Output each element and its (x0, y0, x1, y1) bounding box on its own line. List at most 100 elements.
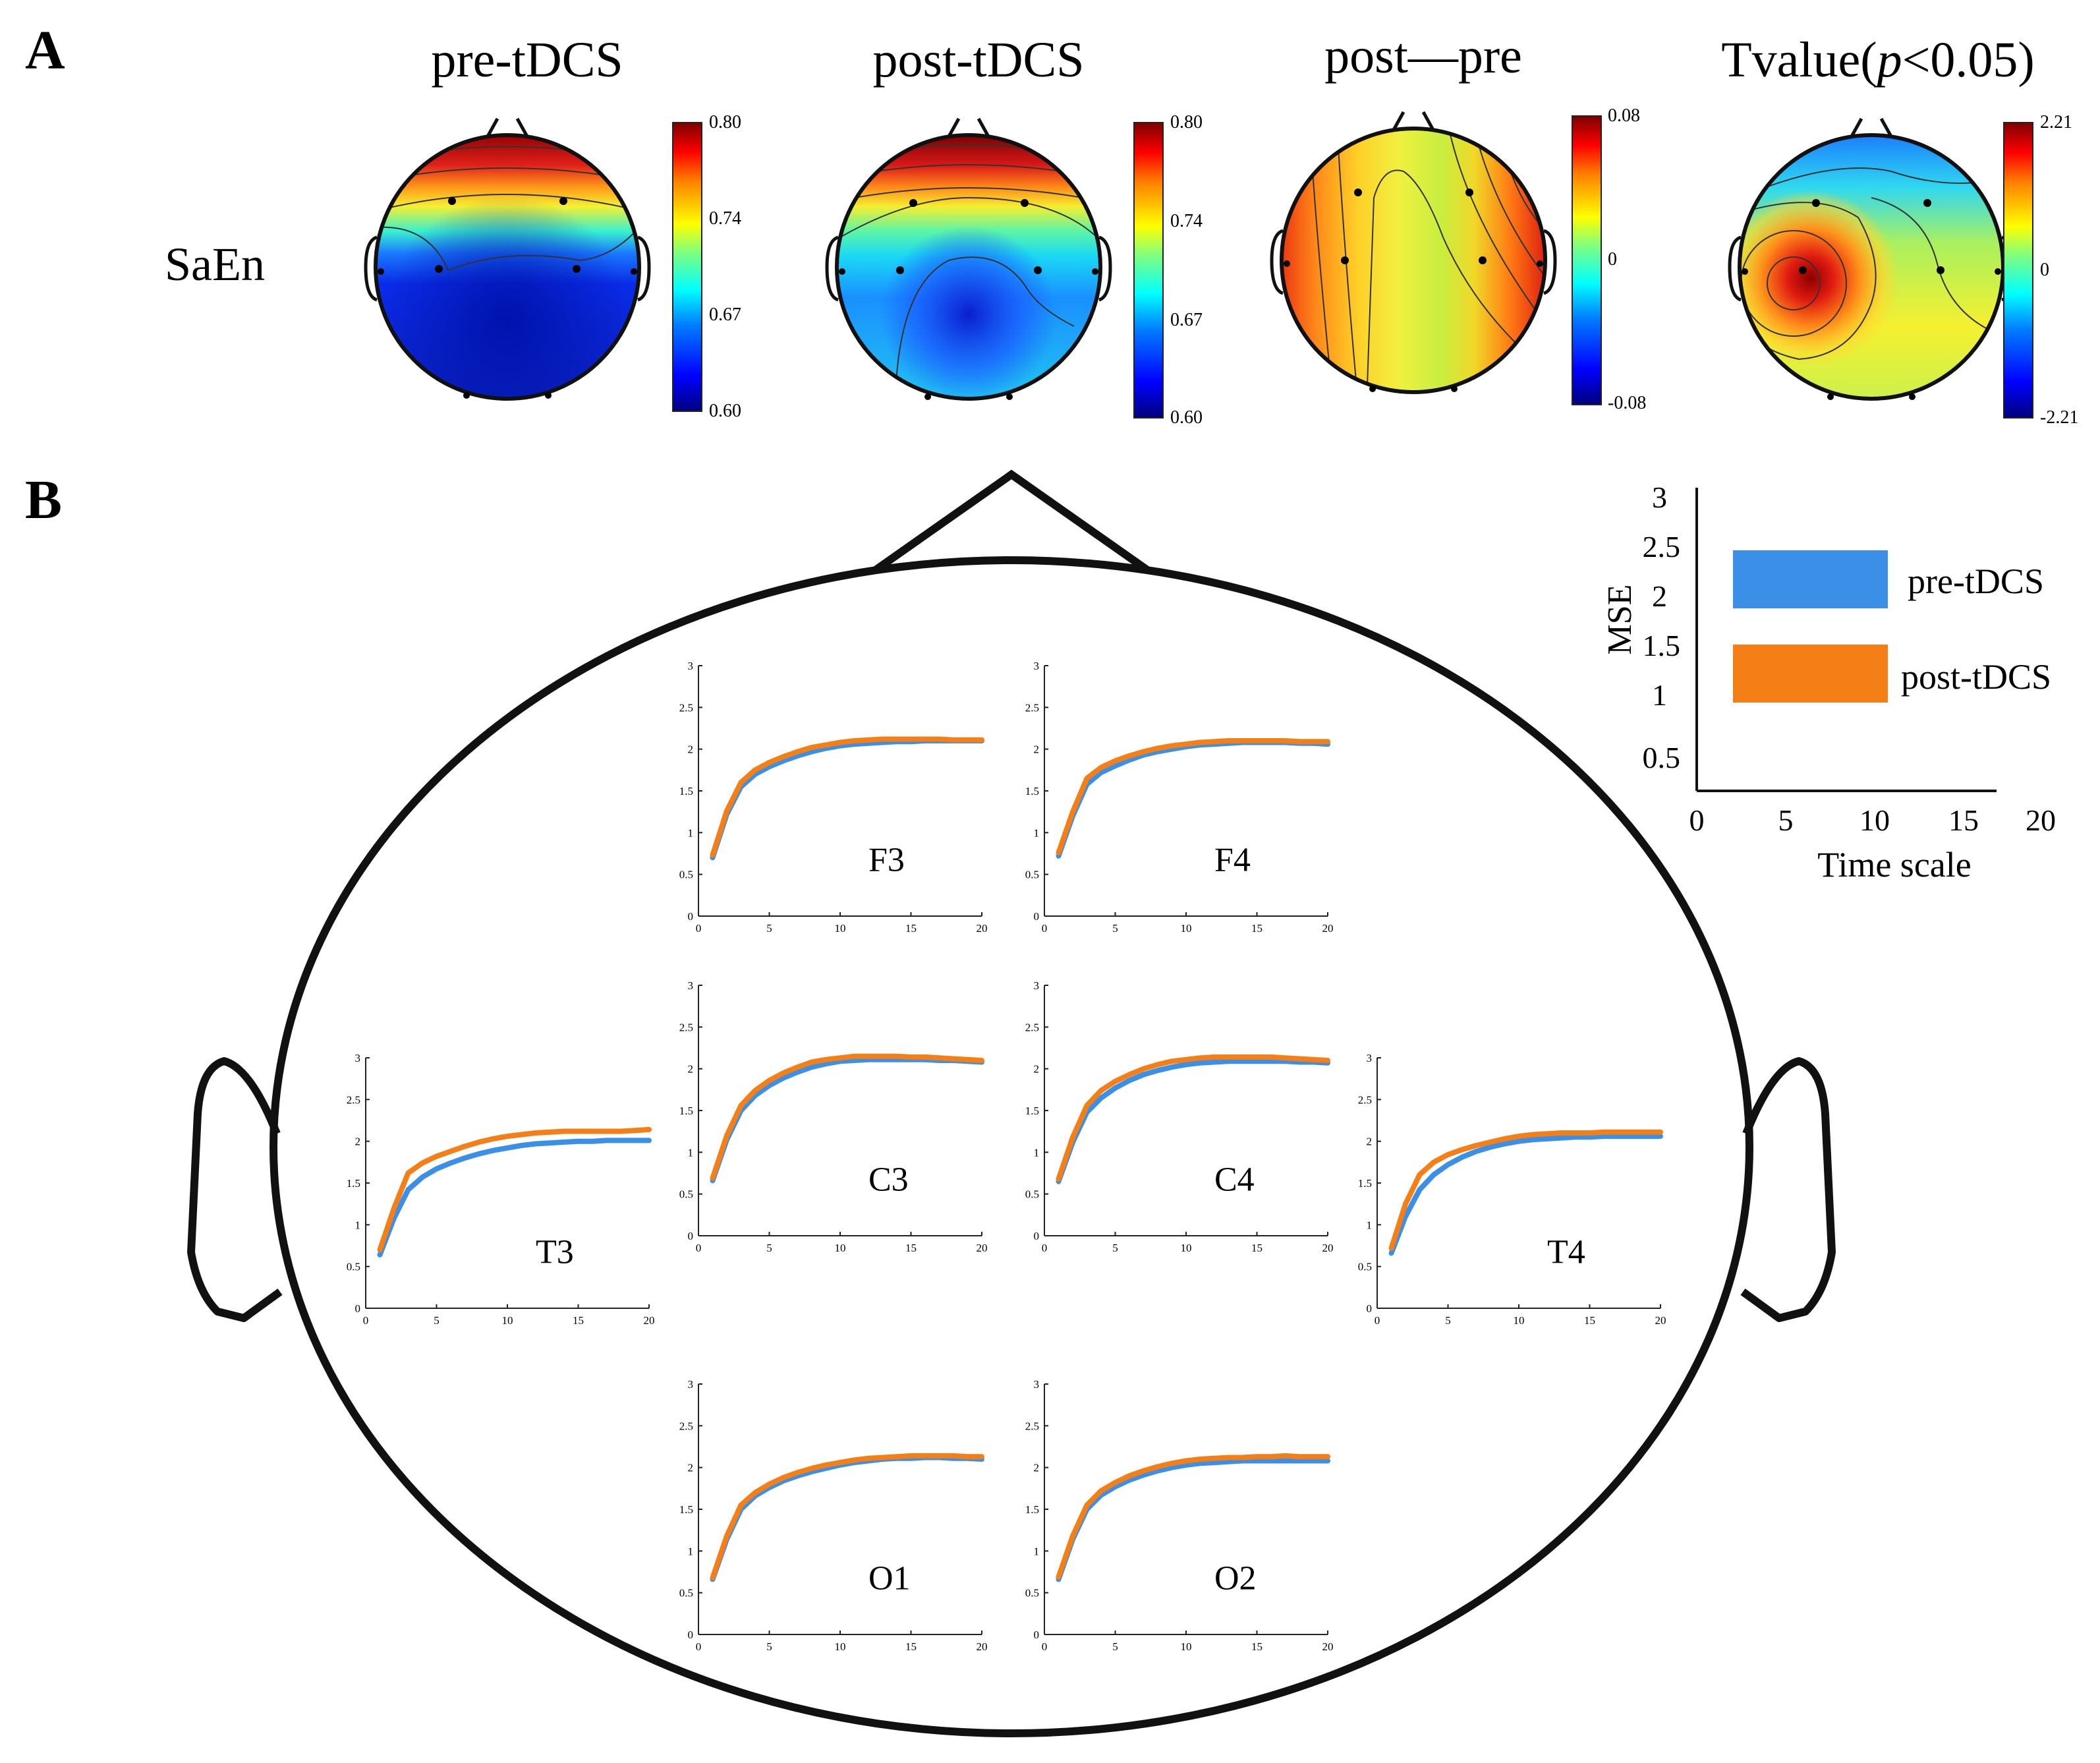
colorbar-post-tick: 0.67 (1170, 310, 1203, 330)
y-tick-label: 2 (688, 1462, 694, 1474)
y-tick-label: 0 (688, 1629, 694, 1641)
y-tick-label: 0 (1034, 1629, 1040, 1641)
colorbar-pre-tick: 0.67 (709, 304, 741, 325)
colorbar-pre-tick: 0.74 (709, 208, 741, 229)
colorbar-post-tick: 0.74 (1170, 211, 1203, 231)
series-line-post-tdcs (710, 1453, 984, 1580)
map-title-tvalue-main: Tvalue( (1721, 32, 1877, 88)
x-tick-label: 0 (1042, 1640, 1048, 1653)
y-tick-label: 3 (1367, 1052, 1373, 1064)
legend-ylabel: MSE (1601, 585, 1639, 655)
y-tick-label: 1 (688, 1146, 694, 1159)
colorbar-diff-tick: 0 (1608, 249, 1617, 270)
y-tick-label: 0 (688, 1230, 694, 1242)
mse-plot-o1: 0 0.5 1 1.5 2 2.5 3 0 5 10 15 20 O1 (679, 1378, 988, 1653)
electrode-label: O1 (868, 1560, 911, 1598)
x-tick-label: 20 (1322, 1242, 1334, 1254)
mse-plot-t4: 0 0.5 1 1.5 2 2.5 3 0 5 10 15 20 T4 (1358, 1052, 1666, 1327)
y-tick-label: 0 (1034, 1230, 1040, 1242)
legend-ytick: 1 (1652, 678, 1667, 712)
y-tick-label: 1 (1367, 1219, 1373, 1231)
y-tick-label: 0.5 (679, 869, 693, 881)
legend-ytick: 1.5 (1643, 629, 1681, 662)
y-tick-label: 1 (688, 1545, 694, 1557)
series-line-pre-tdcs (710, 1455, 984, 1582)
y-tick-label: 2.5 (1025, 1420, 1039, 1432)
legend-xtick: 5 (1778, 803, 1794, 837)
series-line-post-tdcs (710, 736, 984, 858)
electrode-label: T4 (1547, 1234, 1585, 1271)
topomap-pre (364, 117, 651, 401)
series-line-post-tdcs (1056, 1453, 1330, 1580)
y-tick-label: 3 (1034, 979, 1040, 992)
y-tick-label: 3 (1034, 660, 1040, 672)
series-line-post-tdcs (1388, 1129, 1663, 1251)
x-tick-label: 15 (905, 922, 917, 935)
y-tick-label: 1 (688, 826, 694, 839)
y-tick-label: 0.5 (1025, 869, 1039, 881)
mse-plot-c4: 0 0.5 1 1.5 2 2.5 3 0 5 10 15 20 C4 (1025, 979, 1334, 1254)
x-tick-label: 10 (502, 1314, 513, 1327)
series-line-pre-tdcs (710, 738, 984, 861)
y-tick-label: 1.5 (679, 785, 693, 797)
legend-ytick: 2 (1652, 579, 1667, 613)
x-tick-label: 0 (696, 1242, 702, 1254)
panel-b-letter: B (25, 469, 63, 531)
electrode-label: F4 (1214, 842, 1251, 879)
y-tick-label: 0.5 (347, 1261, 360, 1273)
x-tick-label: 15 (573, 1314, 584, 1327)
y-tick-label: 1 (1034, 1146, 1040, 1159)
map-title-tvalue-end: <0.05) (1902, 32, 2035, 88)
x-tick-label: 20 (644, 1314, 655, 1327)
map-title-diff: post—pre (1324, 28, 1522, 84)
y-tick-label: 2.5 (679, 1021, 693, 1033)
y-tick-label: 2 (1034, 743, 1040, 756)
series-line-pre-tdcs (1056, 1058, 1330, 1184)
y-tick-label: 1.5 (679, 1105, 693, 1117)
x-tick-label: 20 (977, 1640, 988, 1653)
y-tick-label: 2 (688, 1063, 694, 1076)
y-tick-label: 3 (688, 660, 694, 672)
colorbar-tvalue-tick: 2.21 (2040, 112, 2072, 132)
x-tick-label: 20 (1655, 1314, 1666, 1327)
y-tick-label: 3 (355, 1052, 361, 1064)
x-tick-label: 0 (1375, 1314, 1380, 1327)
colorbar-post-tick: 0.60 (1170, 407, 1203, 428)
y-tick-label: 1.5 (1025, 1105, 1039, 1117)
y-tick-label: 1 (1034, 1545, 1040, 1557)
colorbar-pre-tick: 0.60 (709, 401, 741, 421)
x-tick-label: 5 (766, 1640, 772, 1653)
x-tick-label: 20 (977, 922, 988, 935)
mse-plot-t3: 0 0.5 1 1.5 2 2.5 3 0 5 10 15 20 T3 (347, 1052, 655, 1327)
electrode-label: F3 (868, 842, 905, 879)
x-tick-label: 5 (434, 1314, 440, 1327)
map-title-pre: pre-tDCS (431, 32, 623, 88)
y-tick-label: 0.5 (1358, 1261, 1372, 1273)
y-tick-label: 2.5 (1358, 1093, 1372, 1106)
y-tick-label: 0.5 (1025, 1587, 1039, 1600)
y-tick-label: 2.5 (1025, 701, 1039, 714)
x-tick-label: 10 (835, 1640, 846, 1653)
x-tick-label: 5 (1112, 1242, 1118, 1254)
map-title-tvalue: Tvalue(p<0.05) (1693, 32, 2062, 89)
electrode-label: C3 (868, 1161, 909, 1199)
x-tick-label: 10 (1181, 1242, 1192, 1254)
series-line-post-tdcs (710, 1053, 984, 1181)
legend-xtick: 20 (2026, 803, 2056, 837)
x-tick-label: 0 (1042, 922, 1048, 935)
x-tick-label: 0 (696, 1640, 702, 1653)
y-tick-label: 3 (688, 979, 694, 992)
x-tick-label: 15 (1251, 1640, 1263, 1653)
colorbar-tvalue-tick: 0 (2040, 260, 2049, 280)
topomap-post (825, 117, 1112, 401)
map-title-tvalue-p: p (1877, 32, 1902, 88)
series-line-post-tdcs (1056, 1054, 1330, 1182)
legend-label-pre: pre-tDCS (1908, 562, 2044, 601)
panel-a-letter: A (25, 20, 65, 81)
x-tick-label: 15 (1251, 922, 1263, 935)
x-tick-label: 0 (363, 1314, 369, 1327)
colorbar-post (1133, 122, 1164, 419)
y-tick-label: 2 (1367, 1136, 1373, 1148)
mse-plot-c3: 0 0.5 1 1.5 2 2.5 3 0 5 10 15 20 C3 (679, 979, 988, 1254)
y-tick-label: 0.5 (679, 1188, 693, 1201)
